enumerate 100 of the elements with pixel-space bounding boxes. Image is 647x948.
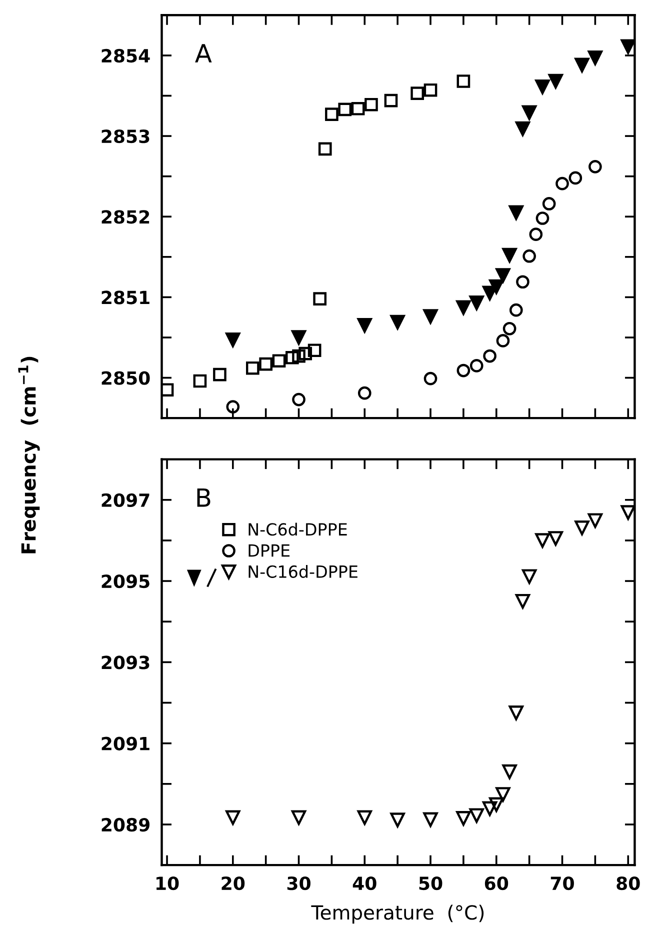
- y-tick-label: 2852: [102, 210, 150, 224]
- point: [574, 520, 590, 536]
- point: [423, 309, 438, 324]
- point: [574, 58, 590, 72]
- point: [515, 121, 530, 136]
- point: [502, 248, 517, 263]
- point: [292, 392, 306, 406]
- point: [456, 74, 470, 88]
- point: [516, 275, 530, 289]
- y-tick-label: 2850: [102, 371, 150, 385]
- point: [357, 810, 372, 825]
- point: [213, 368, 226, 382]
- x-axis-title: Temperature (°C): [311, 904, 484, 924]
- point: [496, 787, 510, 802]
- point: [357, 318, 372, 333]
- point: [351, 102, 365, 116]
- point: [246, 361, 260, 375]
- point: [515, 594, 530, 609]
- legend-label: DPPE: [248, 544, 290, 557]
- point: [456, 811, 471, 826]
- point: [482, 801, 498, 816]
- point: [313, 292, 327, 306]
- x-tick-label: 10: [156, 876, 179, 890]
- point: [318, 142, 332, 156]
- point: [424, 83, 438, 97]
- point: [384, 94, 398, 108]
- point: [548, 74, 564, 89]
- point: [496, 268, 510, 283]
- annotation: B: [197, 488, 210, 507]
- point: [502, 764, 517, 780]
- point: [620, 39, 635, 54]
- point: [483, 349, 496, 363]
- y-tick-label: 2851: [102, 290, 150, 304]
- annotation: A: [195, 44, 212, 62]
- point: [588, 50, 603, 66]
- point: [502, 322, 516, 336]
- point: [588, 513, 603, 528]
- point: [226, 400, 240, 414]
- x-tick-label: 40: [352, 876, 376, 890]
- point: [226, 810, 240, 825]
- point: [469, 808, 484, 823]
- y-tick-label: 2095: [102, 574, 150, 588]
- point: [536, 212, 550, 225]
- point: [291, 810, 306, 825]
- point: [308, 344, 322, 358]
- point: [292, 349, 306, 363]
- point: [588, 160, 602, 174]
- x-tick-label: 20: [222, 876, 245, 890]
- point: [509, 303, 523, 317]
- point: [470, 359, 484, 372]
- point: [620, 505, 635, 520]
- point: [489, 797, 504, 812]
- y-tick-label: 2089: [102, 818, 150, 832]
- point: [556, 176, 569, 190]
- point: [162, 383, 174, 397]
- point: [508, 205, 524, 220]
- point: [508, 706, 524, 720]
- y-axis-title: Frequency (cm$^{−1}$): [18, 356, 40, 554]
- y-tick-label: 2091: [102, 736, 150, 750]
- point: [390, 812, 405, 828]
- point: [272, 354, 286, 368]
- y-tick-label: 2097: [102, 493, 150, 507]
- point: [522, 105, 537, 120]
- point: [456, 300, 471, 316]
- point: [291, 330, 306, 345]
- point: [469, 295, 484, 310]
- legend-label: N-C16d-DPPE: [248, 565, 358, 578]
- point: [522, 249, 536, 263]
- point: [193, 374, 207, 388]
- point: [535, 533, 550, 548]
- x-tick-label: 70: [550, 876, 574, 890]
- x-tick-label: 80: [616, 876, 640, 890]
- y-tick-label: 2093: [102, 656, 150, 670]
- point: [298, 346, 312, 360]
- y-tick-label: 2853: [102, 129, 150, 144]
- point: [548, 531, 564, 546]
- point: [358, 386, 372, 400]
- point: [496, 334, 510, 348]
- point: [410, 86, 424, 100]
- point: [489, 279, 504, 294]
- point: [424, 372, 438, 386]
- point: [325, 108, 338, 121]
- point: [286, 350, 299, 364]
- point: [423, 812, 438, 827]
- point: [226, 332, 240, 348]
- x-tick-label: 60: [484, 876, 508, 890]
- x-tick-label: 50: [419, 876, 442, 890]
- point: [338, 102, 352, 116]
- point: [542, 197, 556, 210]
- y-tick-label: 2854: [102, 48, 150, 63]
- point: [390, 314, 405, 330]
- x-tick-label: 30: [287, 876, 310, 890]
- legend-label: N-C6d-DPPE: [248, 522, 347, 536]
- point: [529, 228, 543, 242]
- point: [259, 357, 272, 371]
- point: [568, 171, 582, 185]
- point: [456, 364, 470, 378]
- point: [364, 98, 378, 112]
- point: [522, 569, 537, 584]
- point: [535, 80, 550, 94]
